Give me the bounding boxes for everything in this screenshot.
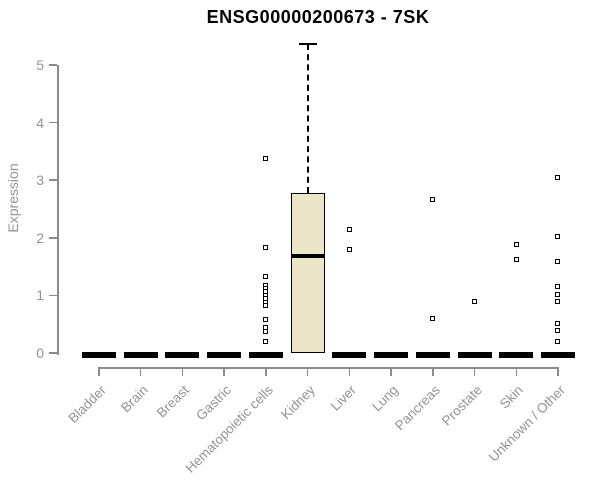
outlier-point-unknown-other — [555, 291, 561, 297]
zero-box-skin — [499, 352, 534, 358]
outlier-point-unknown-other — [555, 234, 561, 240]
y-tick-label-0: 0 — [36, 345, 44, 361]
x-axis-tick — [223, 367, 225, 376]
x-axis-tick — [473, 367, 476, 376]
zero-box-bladder — [82, 352, 116, 358]
x-axis-tick — [306, 367, 309, 376]
outlier-point-skin — [513, 242, 519, 248]
y-tick-label-4: 4 — [36, 114, 44, 131]
y-axis-tick — [49, 179, 57, 181]
x-axis-tick — [557, 367, 559, 376]
zero-box-pancreas — [415, 352, 450, 358]
zero-box-unknown-other — [540, 352, 575, 358]
y-axis-line — [57, 65, 59, 355]
y-tick-label-2: 2 — [36, 229, 44, 246]
y-tick-label-5: 5 — [36, 57, 44, 73]
zero-box-gastric — [207, 352, 242, 358]
chart-title: ENSG00000200673 - 7SK — [206, 7, 430, 27]
y-axis-tick — [49, 237, 57, 239]
zero-box-prostate — [457, 352, 492, 358]
y-axis-tick — [49, 294, 57, 297]
median-line-kidney — [290, 253, 325, 259]
upper-whisker-cap-kidney — [298, 42, 317, 45]
zero-box-liver — [332, 352, 367, 358]
outlier-point-unknown-other — [555, 320, 561, 326]
outlier-point-pancreas — [430, 196, 436, 202]
zero-box-brain — [123, 352, 158, 358]
x-axis-tick — [432, 367, 434, 376]
outlier-point-hematopoietic-cells — [263, 328, 269, 334]
outlier-point-pancreas — [430, 315, 436, 321]
outlier-point-hematopoietic-cells — [263, 338, 269, 344]
y-tick-label-1: 1 — [36, 287, 44, 304]
x-axis-tick — [181, 367, 184, 376]
outlier-point-unknown-other — [555, 328, 561, 334]
outlier-point-unknown-other — [555, 174, 561, 180]
outlier-point-hematopoietic-cells — [263, 316, 269, 322]
outlier-point-unknown-other — [555, 299, 561, 305]
outlier-point-unknown-other — [555, 258, 561, 264]
outlier-point-hematopoietic-cells — [263, 244, 269, 250]
x-axis-tick — [265, 367, 267, 376]
upper-whisker-kidney — [306, 43, 309, 194]
y-axis-tick — [49, 121, 57, 124]
x-axis-tick — [390, 367, 392, 376]
x-axis-tick — [348, 367, 351, 376]
x-axis-tick — [515, 367, 518, 376]
x-axis-tick — [98, 367, 100, 376]
outlier-point-liver — [346, 247, 352, 253]
zero-box-hematopoietic-cells — [248, 352, 283, 358]
y-axis-tick — [49, 64, 57, 66]
outlier-point-hematopoietic-cells — [263, 155, 269, 161]
zero-box-breast — [165, 352, 200, 358]
outlier-point-liver — [346, 226, 352, 232]
outlier-point-unknown-other — [555, 338, 561, 344]
y-tick-label-3: 3 — [36, 172, 44, 189]
box-kidney — [290, 193, 325, 353]
outlier-point-skin — [513, 256, 519, 262]
y-axis-tick — [49, 352, 57, 354]
outlier-point-hematopoietic-cells — [263, 302, 269, 308]
x-axis-line — [99, 367, 560, 369]
x-axis-tick — [139, 367, 142, 376]
outlier-point-hematopoietic-cells — [263, 274, 269, 280]
zero-box-lung — [374, 352, 409, 358]
outlier-point-unknown-other — [555, 284, 561, 290]
outlier-point-prostate — [472, 298, 478, 304]
